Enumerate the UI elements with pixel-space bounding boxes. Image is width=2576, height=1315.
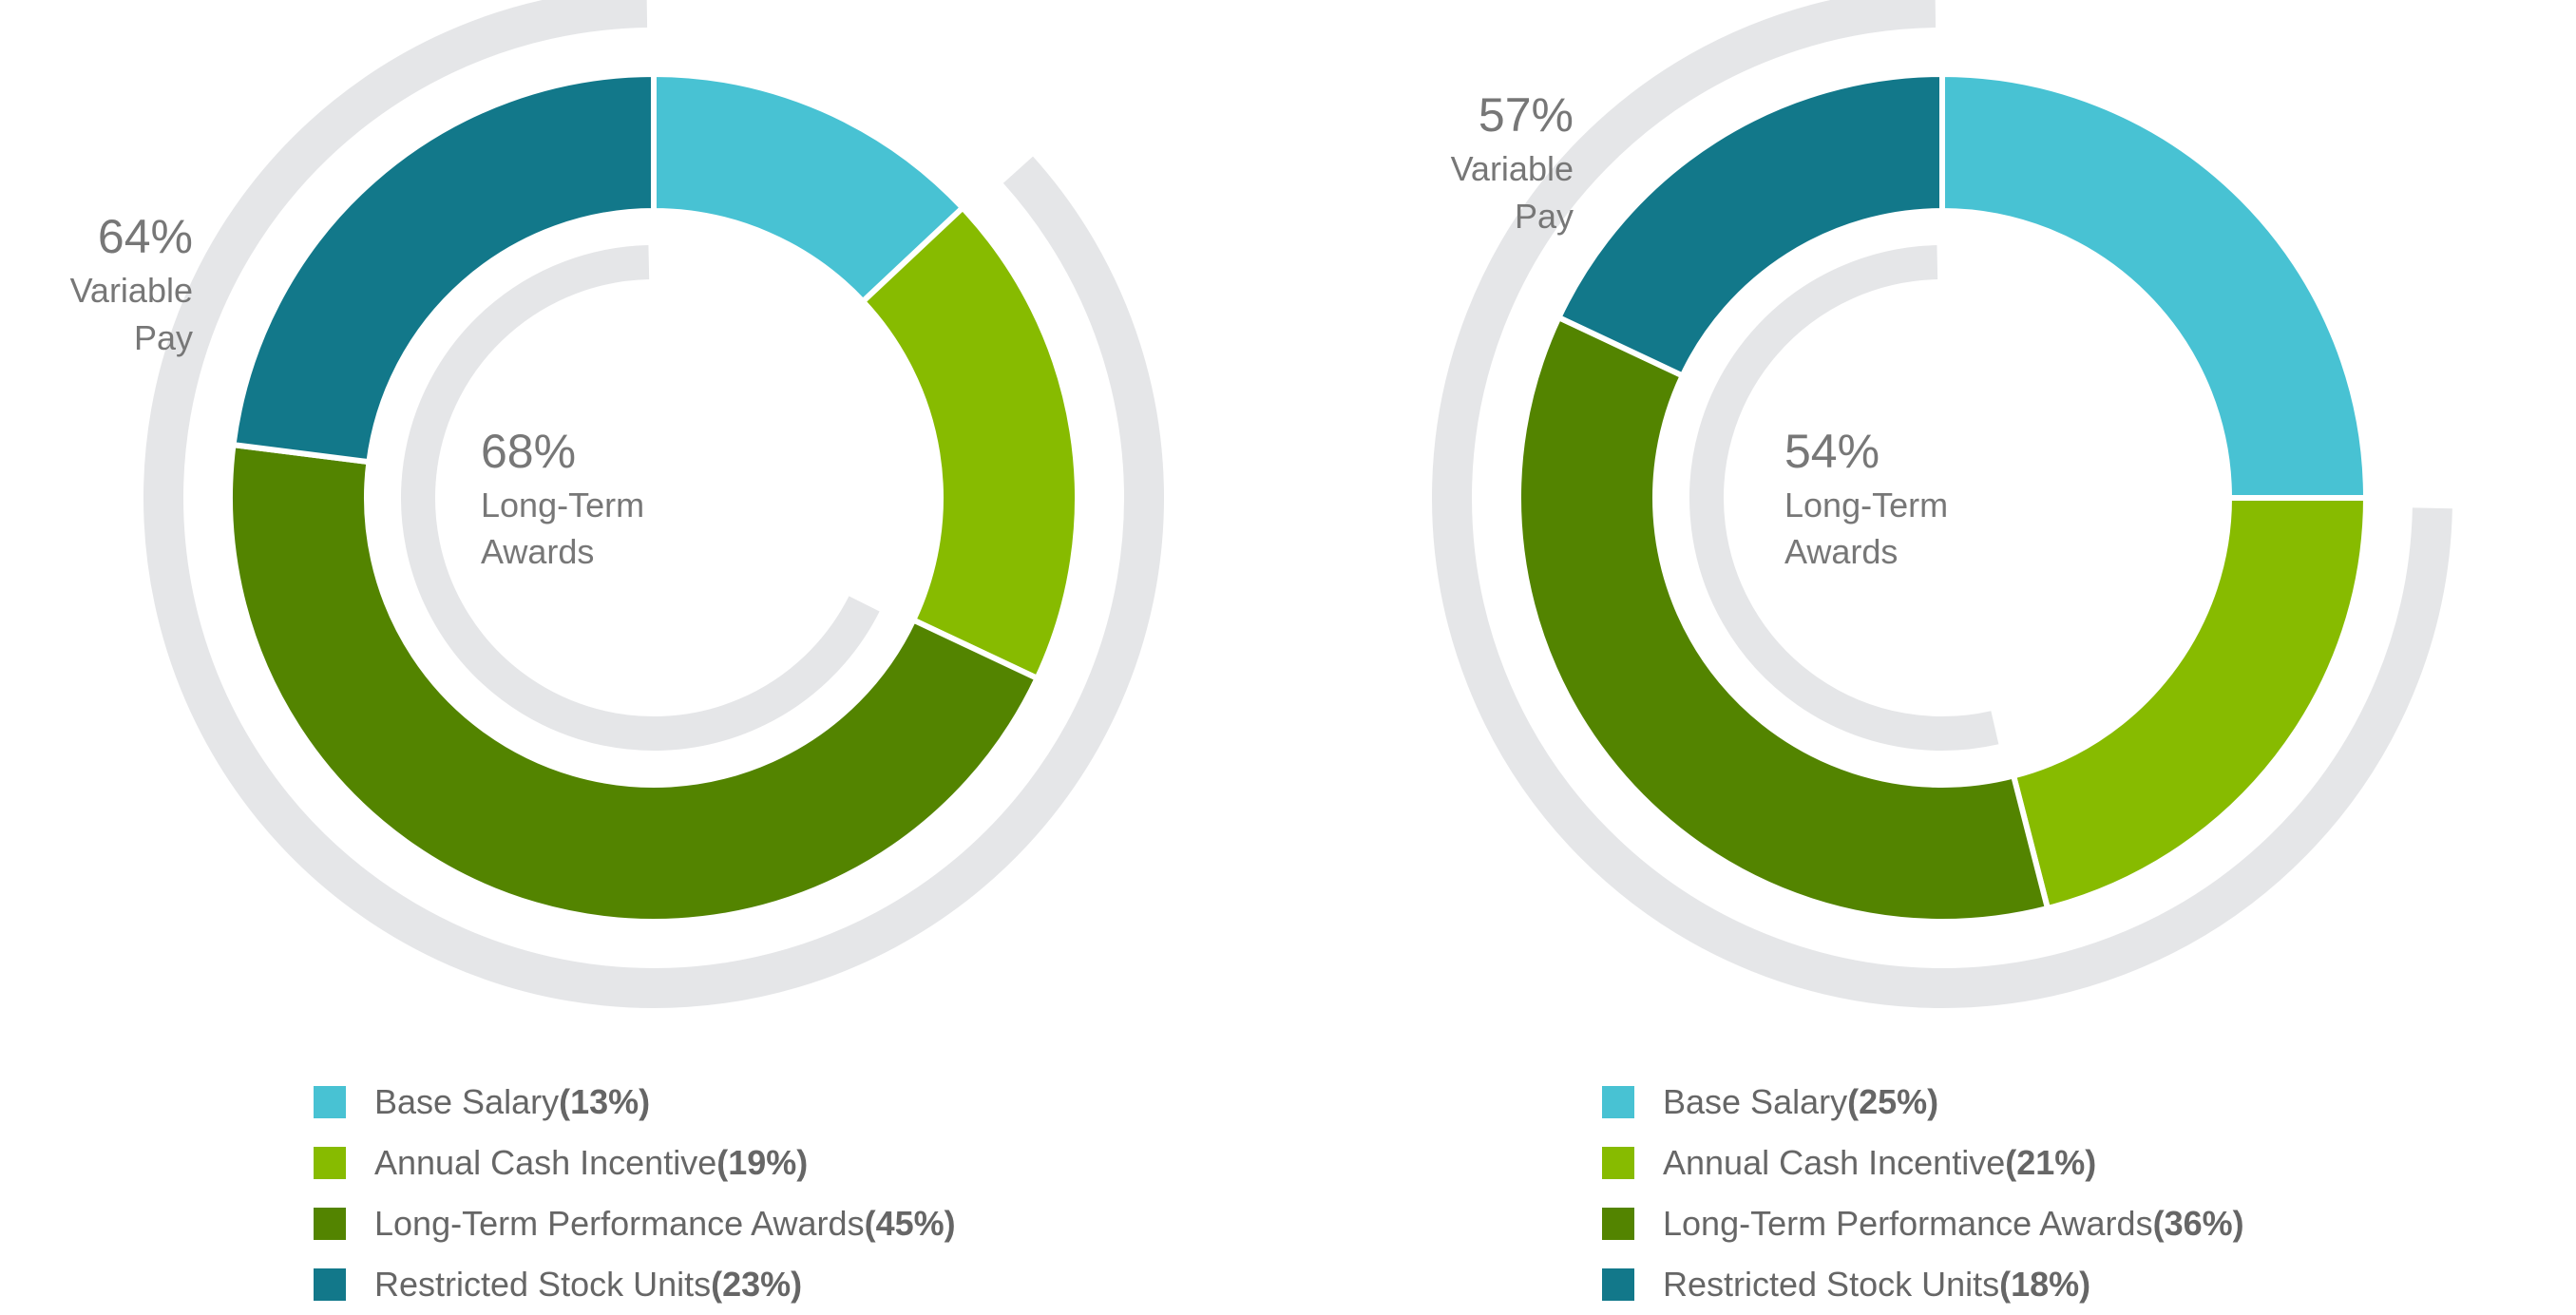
legend-value: (13%) [559,1082,651,1121]
legend-label: Annual Cash Incentive [1663,1143,2006,1182]
legend-value: (21%) [2005,1143,2097,1182]
legend-label: Long-Term Performance Awards [374,1204,865,1243]
legend-item-long-term-performance-awards: Long-Term Performance Awards (36%) [1602,1193,2244,1254]
variable-pay-label-line2: Pay [1515,197,1574,236]
long-term-awards-percent: 68% [481,425,576,478]
swatch-long-term-performance-awards [314,1208,346,1240]
long-term-awards-label-line1: Long-Term [481,486,644,524]
long-term-awards-arc [401,245,880,751]
compensation-chart-right: 57% Variable Pay 54% Long-Term Awards Ba… [1288,0,2576,1305]
variable-pay-arc [143,0,1164,1008]
variable-pay-percent: 57% [1479,88,1574,142]
legend-item-annual-cash-incentive: Annual Cash Incentive (19%) [314,1133,956,1193]
swatch-restricted-stock-units [1602,1268,1634,1301]
variable-pay-ring [1432,0,2452,1008]
donut-chart-right: 57% Variable Pay 54% Long-Term Awards [1432,0,2452,1008]
legend-item-restricted-stock-units: Restricted Stock Units (23%) [314,1254,956,1315]
legend-label: Base Salary [1663,1082,1848,1121]
legend-value: (18%) [1999,1265,2091,1304]
legend-item-restricted-stock-units: Restricted Stock Units (18%) [1602,1254,2244,1315]
donut-slices [1516,70,2370,924]
long-term-awards-ring [401,245,880,751]
legend-item-annual-cash-incentive: Annual Cash Incentive (21%) [1602,1133,2244,1193]
legend-item-base-salary: Base Salary (13%) [314,1072,956,1133]
legend: Base Salary (25%) Annual Cash Incentive … [1602,1072,2244,1315]
compensation-chart-left: 64% Variable Pay 68% Long-Term Awards Ba… [0,0,1288,1305]
slice-annual-cash-incentive [858,203,1080,682]
variable-pay-label-line2: Pay [134,318,193,357]
legend-value: (45%) [864,1204,956,1243]
swatch-base-salary [314,1086,346,1118]
variable-pay-arc [1432,0,2452,1008]
variable-pay-ring [143,0,1164,1008]
donut-chart-left: 64% Variable Pay 68% Long-Term Awards [70,0,1164,1008]
slice-long-term-performance-awards [1516,314,2051,924]
swatch-annual-cash-incentive [1602,1147,1634,1179]
legend-label: Base Salary [374,1082,560,1121]
long-term-awards-label-line1: Long-Term [1784,486,1948,524]
swatch-long-term-performance-awards [1602,1208,1634,1240]
slice-restricted-stock-units [1555,70,1945,380]
long-term-awards-arc [1689,245,1999,751]
legend-item-long-term-performance-awards: Long-Term Performance Awards (45%) [314,1193,956,1254]
legend-label: Long-Term Performance Awards [1663,1204,2153,1243]
legend-item-base-salary: Base Salary (25%) [1602,1072,2244,1133]
legend-value: (25%) [1847,1082,1939,1121]
variable-pay-percent: 64% [98,210,193,263]
long-term-awards-percent: 54% [1784,425,1880,478]
legend-value: (36%) [2152,1204,2244,1243]
legend-label: Annual Cash Incentive [374,1143,717,1182]
variable-pay-label-line1: Variable [1451,149,1574,188]
legend: Base Salary (13%) Annual Cash Incentive … [314,1072,956,1315]
swatch-restricted-stock-units [314,1268,346,1301]
slice-annual-cash-incentive [2010,495,2370,912]
legend-label: Restricted Stock Units [1663,1265,2000,1304]
slice-base-salary [1939,70,2370,501]
variable-pay-label-line1: Variable [70,271,193,310]
legend-value: (23%) [711,1265,803,1304]
legend-label: Restricted Stock Units [374,1265,712,1304]
swatch-annual-cash-incentive [314,1147,346,1179]
long-term-awards-label-line2: Awards [1784,532,1898,571]
long-term-awards-ring [1689,245,1999,751]
donut-slices [227,70,1080,924]
slice-long-term-performance-awards [227,441,1041,924]
slice-restricted-stock-units [230,70,657,466]
long-term-awards-label-line2: Awards [481,532,594,571]
legend-value: (19%) [716,1143,809,1182]
swatch-base-salary [1602,1086,1634,1118]
